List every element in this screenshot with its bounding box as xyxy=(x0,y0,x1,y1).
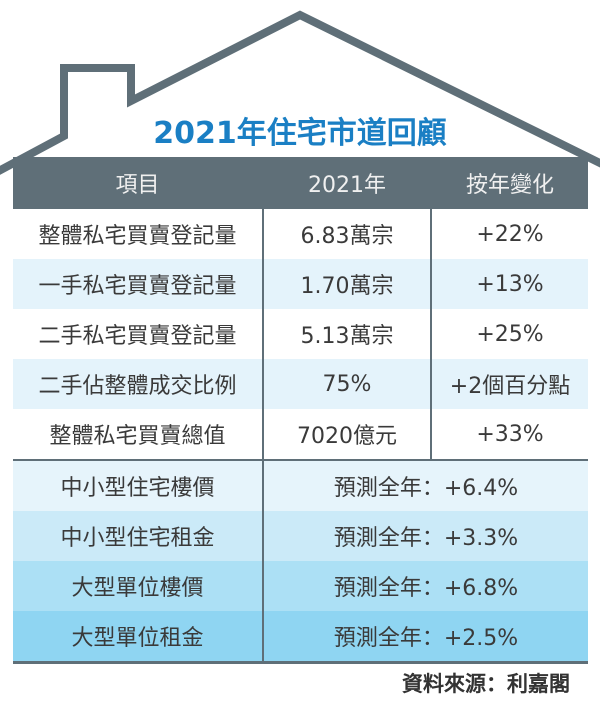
cell-item: 大型單位樓價 xyxy=(71,576,204,601)
header-item: 項目 xyxy=(13,157,263,209)
cell-change: +33% xyxy=(430,409,588,461)
cell-change: +22% xyxy=(430,209,588,259)
table-row: 二手私宅買賣登記量 5.13萬宗 +25% xyxy=(13,309,588,359)
table-row: 二手佔整體成交比例 75% +2個百分點 xyxy=(13,359,588,409)
table-header: 項目 2021年 按年變化 xyxy=(13,157,588,209)
cell-item: 整體私宅買賣登記量 xyxy=(38,224,237,249)
cell-value: 5.13萬宗 xyxy=(262,309,431,359)
source-note: 資料來源：利嘉閣 xyxy=(402,672,570,696)
cell-forecast: 預測全年：+2.5% xyxy=(262,611,588,664)
forecast-row: 中小型住宅樓價 預測全年：+6.4% xyxy=(13,460,588,511)
forecast-row: 大型單位樓價 預測全年：+6.8% xyxy=(13,561,588,611)
cell-forecast: 預測全年：+6.4% xyxy=(262,460,588,511)
table-row: 一手私宅買賣登記量 1.70萬宗 +13% xyxy=(13,259,588,309)
cell-item: 大型單位租金 xyxy=(13,611,263,664)
cell-item: 中小型住宅租金 xyxy=(60,526,215,551)
cell-value: 1.70萬宗 xyxy=(262,259,431,309)
cell-item: 整體私宅買賣總值 xyxy=(13,409,263,461)
cell-forecast: 預測全年：+3.3% xyxy=(262,511,588,561)
forecast-row: 大型單位租金 預測全年：+2.5% xyxy=(13,611,588,664)
cell-value: 6.83萬宗 xyxy=(262,209,431,259)
house-roof-icon xyxy=(0,10,600,175)
title: 2021年住宅市道回顧 xyxy=(153,116,447,151)
cell-item: 中小型住宅樓價 xyxy=(60,476,215,501)
cell-change: +13% xyxy=(430,259,588,309)
table-row: 整體私宅買賣總值 7020億元 +33% xyxy=(13,409,588,461)
header-2021: 2021年 xyxy=(262,157,431,209)
cell-change: +25% xyxy=(430,309,588,359)
cell-item: 二手私宅買賣登記量 xyxy=(38,324,237,349)
cell-item: 一手私宅買賣登記量 xyxy=(13,259,263,309)
cell-change: +2個百分點 xyxy=(430,359,588,409)
cell-value: 7020億元 xyxy=(262,409,431,461)
market-review-table: 項目 2021年 按年變化 整體私宅買賣登記量 6.83萬宗 +22% 一手私宅… xyxy=(13,157,588,664)
cell-value: 75% xyxy=(262,359,431,409)
header-yoy-change: 按年變化 xyxy=(430,157,588,209)
table-row: 整體私宅買賣登記量 6.83萬宗 +22% xyxy=(13,209,588,259)
forecast-row: 中小型住宅租金 預測全年：+3.3% xyxy=(13,511,588,561)
cell-item: 二手佔整體成交比例 xyxy=(13,359,263,409)
cell-forecast: 預測全年：+6.8% xyxy=(262,561,588,611)
